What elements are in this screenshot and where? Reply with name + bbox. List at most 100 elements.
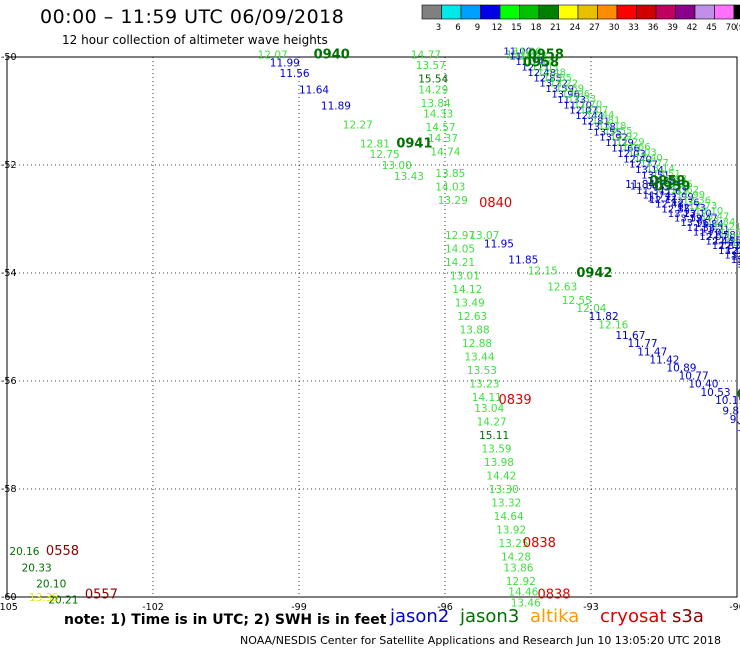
pass-time-label: 09 bbox=[737, 388, 740, 403]
pass-time-label: 0959 bbox=[649, 174, 685, 189]
wave-height-observation: 13.46 bbox=[511, 597, 541, 609]
wave-height-observation: 10.89 bbox=[666, 363, 696, 375]
satellite-name-cryosat: cryosat bbox=[600, 606, 667, 627]
legend-label: 3 bbox=[436, 23, 441, 33]
wave-height-observation: 12.88 bbox=[462, 338, 492, 350]
wave-height-observation: 12.63 bbox=[547, 282, 577, 294]
track-observation: 12.44 bbox=[706, 237, 735, 248]
track-observation: 12.11 bbox=[521, 63, 550, 74]
legend-label: 39 bbox=[667, 23, 678, 33]
legend-label: 6 bbox=[455, 23, 460, 33]
wave-height-observation: 14.05 bbox=[445, 244, 475, 256]
legend-label: 36 bbox=[648, 23, 659, 33]
wave-height-observation: 10 bbox=[737, 422, 740, 434]
map-frame bbox=[6, 56, 738, 598]
wave-height-observation: 15.11 bbox=[479, 430, 509, 442]
track-observation: 11.62 bbox=[670, 185, 699, 196]
track-observation: 11.33 bbox=[557, 95, 586, 106]
track-observation: 11.21 bbox=[701, 225, 730, 236]
lon-tick-label: -105 bbox=[0, 602, 18, 613]
wave-height-observation: 10.53 bbox=[701, 387, 731, 399]
track-observation: 13.18 bbox=[718, 246, 740, 257]
chart-subtitle: 12 hour collection of altimeter wave hei… bbox=[62, 33, 328, 47]
track-observation: 13.59 bbox=[545, 84, 574, 95]
wave-height-observation: 14.64 bbox=[494, 511, 524, 523]
wave-height-observation: 12.81 bbox=[360, 138, 390, 150]
track-observation: 13.88 bbox=[647, 176, 676, 187]
chart-title: 00:00 – 11:59 UTC 06/09/2018 bbox=[40, 6, 345, 28]
track-observation: 13.22 bbox=[539, 79, 568, 90]
lat-tick-label: -60 bbox=[1, 592, 17, 603]
wave-height-observation: 14.74 bbox=[430, 147, 460, 159]
wave-height-observation: 13.86 bbox=[503, 562, 533, 574]
wave-height-observation: 12.75 bbox=[370, 149, 400, 161]
wave-height-observation: 13.04 bbox=[474, 403, 504, 415]
pass-time-label: 0838 bbox=[537, 587, 570, 602]
legend-label: 27 bbox=[589, 23, 600, 33]
wave-height-observation: 12.97 bbox=[445, 230, 475, 242]
track-observation: 12.11 bbox=[531, 62, 560, 73]
track-observation: 13.96 bbox=[680, 218, 709, 229]
wave-height-observation: 13.59 bbox=[482, 444, 512, 456]
wave-height-observation: 13.57 bbox=[416, 60, 446, 72]
pass-time-label: 0558 bbox=[46, 544, 79, 559]
track-observation: 13.47 bbox=[689, 214, 718, 225]
track-observation: 13.84 bbox=[707, 217, 736, 228]
track-observation: 12.69 bbox=[737, 243, 740, 254]
lon-tick-label: -96 bbox=[437, 602, 453, 613]
track-observation: 12.85 bbox=[661, 204, 690, 215]
wave-height-observation: 9.81 bbox=[722, 406, 740, 418]
wave-height-observation: 14.28 bbox=[501, 552, 531, 564]
track-observation: 11.58 bbox=[707, 230, 736, 241]
wave-height-observation: 12.27 bbox=[343, 120, 373, 132]
legend-label: 42 bbox=[687, 23, 698, 33]
wave-height-observation: 13.98 bbox=[484, 457, 514, 469]
lon-tick-label: -99 bbox=[291, 602, 307, 613]
wave-height-observation: 11.67 bbox=[615, 330, 645, 342]
wave-height-observation: 13.35 bbox=[29, 592, 59, 604]
wave-height-observation: 20.21 bbox=[48, 595, 78, 607]
track-observation: 12.73 bbox=[689, 201, 718, 212]
track-observation: 12.69 bbox=[725, 246, 740, 257]
wave-height-observation: 10.40 bbox=[688, 379, 718, 391]
wave-height-observation: 12.07 bbox=[258, 49, 288, 61]
track-observation: 13.18 bbox=[598, 121, 627, 132]
track-observation: 13.06 bbox=[731, 252, 740, 263]
wave-height-observation: 13.23 bbox=[469, 379, 499, 391]
satellite-name-jason3: jason3 bbox=[460, 606, 520, 627]
pass-time-label: 0839 bbox=[499, 393, 532, 408]
track-observation: 13.14 bbox=[646, 163, 675, 174]
track-observation: 11.37 bbox=[509, 52, 538, 63]
pass-time-label: 0942 bbox=[576, 266, 612, 281]
track-observation: 11.99 bbox=[676, 190, 705, 201]
wave-height-observation: 20.16 bbox=[9, 546, 39, 558]
wave-height-observation: 15.08 bbox=[506, 49, 536, 61]
lat-tick-label: -54 bbox=[1, 268, 17, 279]
track-observation: 11.70 bbox=[574, 100, 603, 111]
wave-height-observation: 14.29 bbox=[418, 84, 448, 96]
wave-height-observation: 11.85 bbox=[508, 255, 538, 267]
legend-label: 15 bbox=[511, 23, 522, 33]
wave-height-observation: 11.82 bbox=[589, 311, 619, 323]
track-observation: 11.99 bbox=[665, 192, 694, 203]
track-observation: 13.92 bbox=[610, 132, 639, 143]
track-observation: 12.81 bbox=[581, 117, 610, 128]
track-observation: 13.92 bbox=[731, 255, 740, 266]
legend-label: 33 bbox=[628, 23, 639, 33]
wave-height-observation: 11.77 bbox=[628, 338, 658, 350]
wave-height-observation: 12.55 bbox=[562, 295, 592, 307]
track-observation: 11.29 bbox=[737, 260, 740, 271]
lon-tick-label: -102 bbox=[142, 602, 164, 613]
track-observation: 13.18 bbox=[587, 122, 616, 133]
track-observation: 11.25 bbox=[653, 181, 682, 192]
legend-swatch bbox=[733, 4, 740, 20]
track-observation: 12.11 bbox=[649, 195, 678, 206]
track-observation: 11.00 bbox=[503, 46, 532, 57]
wave-height-observation: 11.42 bbox=[649, 354, 679, 366]
wave-height-observation: 13.25 bbox=[499, 538, 529, 550]
wave-height-observation: 13.49 bbox=[455, 298, 485, 310]
track-observation: 13.55 bbox=[604, 126, 633, 137]
track-observation: 11.70 bbox=[563, 100, 592, 111]
legend-label: 21 bbox=[550, 23, 561, 33]
wave-height-observation: 14.37 bbox=[428, 133, 458, 145]
